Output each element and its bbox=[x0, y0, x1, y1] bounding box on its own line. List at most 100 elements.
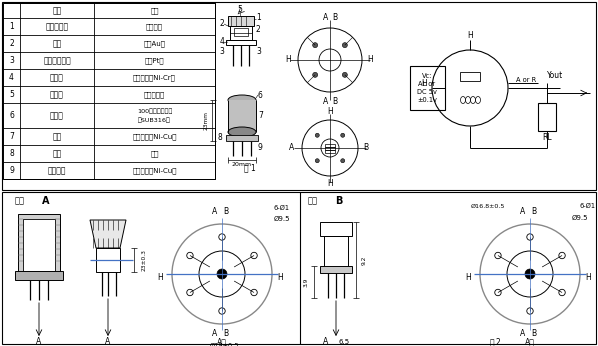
Bar bbox=[15, 271, 63, 280]
Bar bbox=[2, 192, 596, 344]
Text: A: A bbox=[520, 329, 526, 338]
Bar bbox=[96, 248, 120, 272]
Text: A: A bbox=[324, 337, 329, 346]
Text: Vc:: Vc: bbox=[422, 73, 432, 79]
Circle shape bbox=[342, 72, 347, 78]
Ellipse shape bbox=[228, 127, 256, 137]
Text: B: B bbox=[224, 208, 228, 217]
Text: 23mm: 23mm bbox=[203, 111, 209, 130]
Circle shape bbox=[495, 252, 501, 259]
Circle shape bbox=[527, 234, 533, 240]
Text: 9.2: 9.2 bbox=[362, 255, 367, 265]
Circle shape bbox=[559, 289, 565, 296]
Text: 镀镍铜材（Ni-Cu）: 镀镍铜材（Ni-Cu） bbox=[132, 133, 177, 140]
Text: A: A bbox=[289, 144, 295, 153]
Circle shape bbox=[341, 159, 344, 163]
Circle shape bbox=[217, 269, 227, 279]
Text: 电极: 电极 bbox=[53, 39, 62, 48]
Text: H: H bbox=[327, 180, 333, 189]
Text: H: H bbox=[465, 273, 471, 282]
Text: 铂（Pt）: 铂（Pt） bbox=[145, 57, 164, 64]
Text: 二氧化锡: 二氧化锡 bbox=[146, 23, 163, 30]
Circle shape bbox=[341, 133, 344, 137]
Text: 6.5: 6.5 bbox=[338, 339, 350, 345]
Text: Ø9.5: Ø9.5 bbox=[274, 216, 290, 222]
Text: 部件: 部件 bbox=[53, 6, 62, 15]
Text: B: B bbox=[364, 144, 368, 153]
Circle shape bbox=[315, 159, 319, 163]
Text: 防爆网: 防爆网 bbox=[50, 111, 64, 120]
Text: A: A bbox=[105, 337, 111, 346]
Text: 2: 2 bbox=[256, 26, 261, 35]
Text: 图 1: 图 1 bbox=[244, 164, 256, 173]
Text: A: A bbox=[324, 13, 329, 22]
Text: A: A bbox=[324, 98, 329, 107]
Text: 基座: 基座 bbox=[53, 149, 62, 158]
Bar bbox=[325, 150, 335, 153]
Text: 卡环: 卡环 bbox=[53, 132, 62, 141]
Circle shape bbox=[313, 72, 318, 78]
Bar bbox=[460, 72, 480, 81]
Text: 9: 9 bbox=[9, 166, 14, 175]
Bar bbox=[324, 236, 348, 268]
Text: H: H bbox=[421, 80, 427, 89]
Text: 6: 6 bbox=[9, 111, 14, 120]
Text: A向: A向 bbox=[217, 337, 227, 346]
Text: 结构: 结构 bbox=[15, 197, 25, 206]
Text: 6: 6 bbox=[258, 91, 263, 100]
Text: 4: 4 bbox=[9, 73, 14, 82]
Bar bbox=[325, 144, 335, 146]
Text: A: A bbox=[212, 208, 218, 217]
Text: 图.2: 图.2 bbox=[489, 337, 501, 346]
Text: Ø9.5: Ø9.5 bbox=[572, 215, 588, 221]
Text: A: A bbox=[212, 329, 218, 338]
Bar bbox=[228, 100, 256, 132]
Text: H: H bbox=[467, 31, 473, 40]
Bar bbox=[18, 214, 60, 279]
Text: DC 5v: DC 5v bbox=[417, 89, 437, 95]
Text: 5: 5 bbox=[9, 90, 14, 99]
Text: 结构: 结构 bbox=[308, 197, 318, 206]
Text: Ø16.8±0.5: Ø16.8±0.5 bbox=[471, 203, 505, 209]
Bar bbox=[320, 266, 352, 273]
Text: 胶木: 胶木 bbox=[150, 150, 158, 157]
Text: 4: 4 bbox=[219, 37, 224, 46]
Circle shape bbox=[219, 234, 225, 240]
Text: B: B bbox=[532, 329, 536, 338]
Text: B: B bbox=[332, 13, 337, 22]
Circle shape bbox=[187, 252, 193, 259]
Text: A向: A向 bbox=[525, 337, 535, 346]
Bar bbox=[3, 3, 215, 179]
Text: 镀镍铜材（Ni-Cu）: 镀镍铜材（Ni-Cu） bbox=[132, 167, 177, 174]
Text: 陶瓷管: 陶瓷管 bbox=[50, 90, 64, 99]
Text: （SUB316）: （SUB316） bbox=[138, 118, 171, 123]
Bar bbox=[325, 147, 335, 149]
Text: H: H bbox=[327, 108, 333, 117]
Text: 20mm: 20mm bbox=[232, 163, 252, 167]
Text: 8: 8 bbox=[9, 149, 14, 158]
Text: H: H bbox=[367, 55, 373, 64]
Text: 1: 1 bbox=[256, 13, 261, 22]
Text: ±0.1v: ±0.1v bbox=[417, 97, 437, 103]
Text: 23±0.3: 23±0.3 bbox=[142, 249, 147, 271]
Circle shape bbox=[187, 289, 193, 296]
Text: B: B bbox=[332, 98, 337, 107]
Bar bbox=[320, 222, 352, 236]
Bar bbox=[23, 219, 55, 271]
Text: 材料: 材料 bbox=[150, 7, 158, 14]
Bar bbox=[226, 40, 256, 45]
Text: 三氧化二铝: 三氧化二铝 bbox=[144, 91, 165, 98]
Bar bbox=[234, 28, 248, 36]
Text: RL: RL bbox=[542, 134, 552, 143]
Circle shape bbox=[251, 289, 257, 296]
Text: Yout: Yout bbox=[547, 72, 563, 81]
Circle shape bbox=[527, 308, 533, 314]
Text: 6-Ø1: 6-Ø1 bbox=[274, 205, 290, 211]
Text: 2: 2 bbox=[9, 39, 14, 48]
Text: 7: 7 bbox=[9, 132, 14, 141]
Text: 5: 5 bbox=[237, 6, 242, 15]
Text: 针状管脚: 针状管脚 bbox=[48, 166, 66, 175]
Text: A or R: A or R bbox=[516, 77, 536, 83]
Bar bbox=[410, 66, 445, 110]
Bar bbox=[2, 2, 596, 190]
